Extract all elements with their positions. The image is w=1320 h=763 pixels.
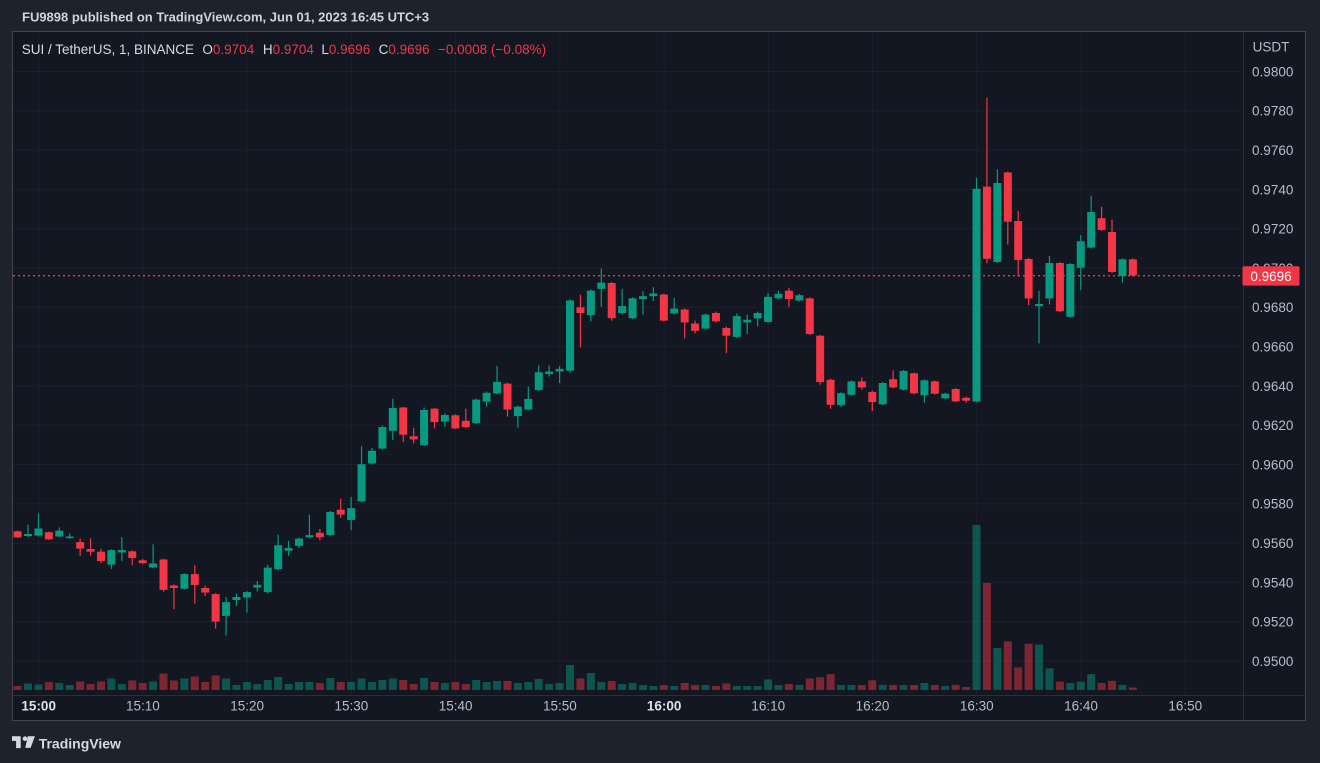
svg-text:0.9800: 0.9800 [1252,64,1293,79]
svg-text:16:20: 16:20 [856,698,890,713]
svg-text:0.9620: 0.9620 [1252,418,1293,433]
svg-text:16:50: 16:50 [1168,698,1202,713]
svg-text:0.9640: 0.9640 [1252,379,1293,394]
svg-text:0.9660: 0.9660 [1252,339,1293,354]
svg-text:0.9560: 0.9560 [1252,536,1293,551]
svg-text:0.9540: 0.9540 [1252,575,1293,590]
svg-text:15:30: 15:30 [334,698,368,713]
svg-text:0.9720: 0.9720 [1252,222,1293,237]
svg-text:0.9520: 0.9520 [1252,615,1293,630]
svg-text:TradingView: TradingView [39,736,121,752]
svg-text:0.9680: 0.9680 [1252,300,1293,315]
svg-text:15:40: 15:40 [439,698,473,713]
svg-text:0.9500: 0.9500 [1252,654,1293,669]
svg-text:15:00: 15:00 [21,698,56,713]
svg-text:16:30: 16:30 [960,698,994,713]
svg-text:0.9780: 0.9780 [1252,104,1293,119]
svg-text:0.9580: 0.9580 [1252,497,1293,512]
svg-text:FU9898 published on TradingVie: FU9898 published on TradingView.com, Jun… [22,10,429,25]
svg-text:16:10: 16:10 [751,698,785,713]
svg-text:15:50: 15:50 [543,698,577,713]
svg-text:15:20: 15:20 [230,698,264,713]
svg-text:16:00: 16:00 [647,698,682,713]
svg-text:USDT: USDT [1253,40,1290,55]
svg-text:16:40: 16:40 [1064,698,1098,713]
svg-text:0.9740: 0.9740 [1252,182,1293,197]
svg-text:15:10: 15:10 [126,698,160,713]
svg-text:0.9696: 0.9696 [1250,269,1291,284]
svg-text:0.9760: 0.9760 [1252,143,1293,158]
svg-text:0.9600: 0.9600 [1252,457,1293,472]
